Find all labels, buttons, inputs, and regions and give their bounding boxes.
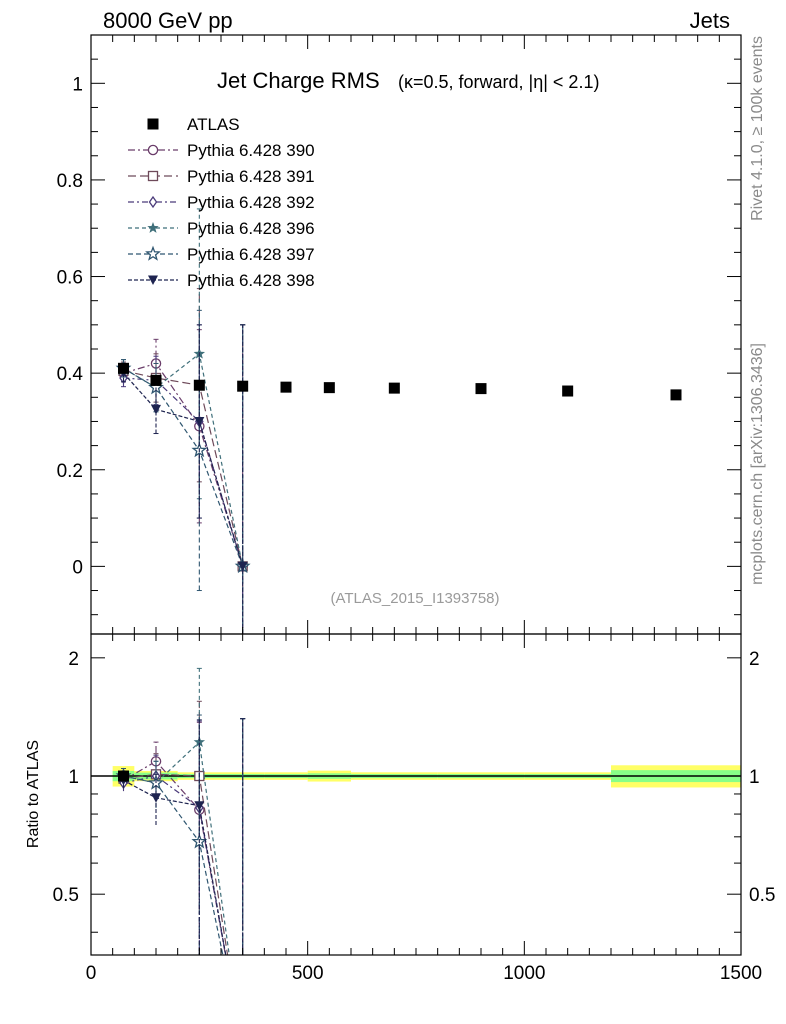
ratio-y-tick-label: 1 — [68, 767, 79, 788]
ratio-series-pythia-6-428-398 — [118, 718, 246, 955]
ratio-y-axis-label: Ratio to ATLAS — [25, 740, 42, 848]
plot-title: Jet Charge RMS — [217, 68, 380, 93]
legend: ATLAS Pythia 6.428 390 Pythia 6.428 391 Pyt… — [128, 115, 315, 290]
series-pythia-6-428-390 — [118, 324, 248, 634]
main-axes: 0 0.2 0.4 0.6 0.8 1 — [57, 34, 742, 634]
ratio-y-tick-label-right: 0.5 — [749, 885, 775, 906]
legend-marker — [147, 170, 159, 182]
ratio-plot-panel: 0 500 1000 1500 0.5 0.5 1 1 2 2 Ratio to ATLAS — [25, 633, 775, 984]
atlas-data-point — [670, 389, 682, 401]
legend-label: Pythia 6.428 398 — [187, 271, 315, 290]
ratio-y-tick-label-right: 1 — [749, 767, 760, 788]
ratio-series-line — [123, 775, 227, 955]
legend-marker — [145, 245, 161, 261]
legend-marker — [148, 275, 158, 285]
atlas-data-point — [237, 380, 249, 392]
series-line — [123, 372, 244, 567]
ratio-y-tick-label-right: 2 — [749, 649, 760, 670]
main-plot-content — [115, 208, 682, 634]
series-line — [123, 370, 244, 567]
series-pythia-6-428-392 — [119, 324, 247, 634]
ratio-plot-content — [91, 667, 741, 955]
atlas-data-point — [475, 383, 487, 395]
y-tick-label: 0.6 — [57, 268, 83, 289]
ratio-y-tick-label: 2 — [68, 649, 79, 670]
x-tick-label: 1000 — [503, 963, 545, 984]
atlas-data-point — [118, 362, 129, 374]
legend-label: Pythia 6.428 390 — [187, 141, 315, 160]
legend-label: ATLAS — [187, 115, 240, 134]
x-tick-label: 1500 — [720, 963, 762, 984]
legend-entry-atlas: ATLAS — [147, 115, 240, 134]
legend-entry-pythia-6-428-391: Pythia 6.428 391 — [128, 167, 315, 186]
plot-title-suffix: (κ=0.5, forward, |η| < 2.1) — [398, 72, 599, 92]
ratio-series-line — [123, 779, 227, 955]
ratio-series-pythia-6-428-391 — [118, 700, 246, 955]
ratio-plot-frame — [90, 633, 742, 956]
series-pythia-6-428-396 — [117, 208, 249, 634]
process-label: Jets — [690, 8, 730, 33]
legend-marker — [147, 144, 159, 156]
energy-label: 8000 GeV pp — [103, 8, 233, 33]
atlas-data-point — [388, 382, 400, 394]
series-line — [123, 377, 244, 567]
ratio-series-pythia-6-428-392 — [119, 718, 246, 955]
ratio-atlas-point — [118, 770, 129, 782]
legend-marker — [148, 195, 158, 209]
y-tick-label: 0.8 — [57, 171, 83, 192]
mcplots-label: mcplots.cern.ch [arXiv:1306.3436] — [749, 343, 766, 585]
ratio-series-pythia-6-428-390 — [118, 718, 246, 955]
y-tick-label: 0.4 — [57, 364, 84, 385]
ratio-series-line — [123, 760, 227, 955]
atlas-data-point — [323, 382, 335, 394]
series-pythia-6-428-398 — [118, 324, 248, 634]
ratio-series-line — [123, 740, 230, 955]
ratio-series-line — [123, 775, 224, 955]
series-line — [123, 367, 244, 567]
ratio-series-pythia-6-428-396 — [117, 667, 246, 955]
series-atlas — [118, 362, 682, 401]
y-tick-label: 1 — [72, 74, 83, 95]
atlas-data-point — [280, 381, 292, 393]
ratio-series-line — [123, 773, 229, 955]
ratio-series-layer — [91, 667, 741, 955]
ratio-y-tick-label: 0.5 — [53, 885, 79, 906]
ratio-axes: 0 500 1000 1500 0.5 0.5 1 1 2 2 — [53, 634, 775, 984]
analysis-watermark: (ATLAS_2015_I1393758) — [330, 590, 499, 607]
ratio-data-point — [151, 793, 161, 803]
legend-entry-pythia-6-428-392: Pythia 6.428 392 — [128, 193, 315, 212]
series-line — [123, 362, 244, 567]
atlas-data-point — [562, 385, 574, 397]
main-series-layer — [115, 208, 682, 634]
legend-entry-pythia-6-428-396: Pythia 6.428 396 — [128, 219, 315, 238]
y-tick-label: 0.2 — [57, 461, 83, 482]
data-point — [194, 416, 205, 427]
atlas-data-point — [193, 379, 205, 391]
data-point — [237, 561, 248, 572]
legend-label: Pythia 6.428 392 — [187, 193, 315, 212]
series-line — [123, 352, 244, 567]
main-plot-panel: 0 0.2 0.4 0.6 0.8 1 Jet Charge RMS (κ=0.5, fo… — [57, 34, 742, 635]
x-tick-label: 500 — [292, 963, 324, 984]
ratio-series-pythia-6-428-397 — [115, 714, 246, 955]
legend-marker — [147, 118, 159, 130]
legend-label: Pythia 6.428 397 — [187, 245, 315, 264]
legend-entry-pythia-6-428-390: Pythia 6.428 390 — [128, 141, 315, 160]
x-tick-label: 0 — [86, 963, 97, 984]
data-point — [151, 404, 161, 415]
y-tick-label: 0 — [72, 557, 83, 578]
legend-marker — [147, 222, 159, 233]
legend-entry-pythia-6-428-398: Pythia 6.428 398 — [128, 271, 315, 290]
legend-label: Pythia 6.428 396 — [187, 219, 315, 238]
rivet-version-label: Rivet 4.1.0, ≥ 100k events — [749, 36, 766, 221]
legend-entry-pythia-6-428-397: Pythia 6.428 397 — [128, 245, 315, 264]
legend-label: Pythia 6.428 391 — [187, 167, 315, 186]
atlas-data-point — [150, 374, 162, 386]
series-pythia-6-428-397 — [115, 309, 251, 634]
ratio-data-point — [194, 801, 205, 811]
